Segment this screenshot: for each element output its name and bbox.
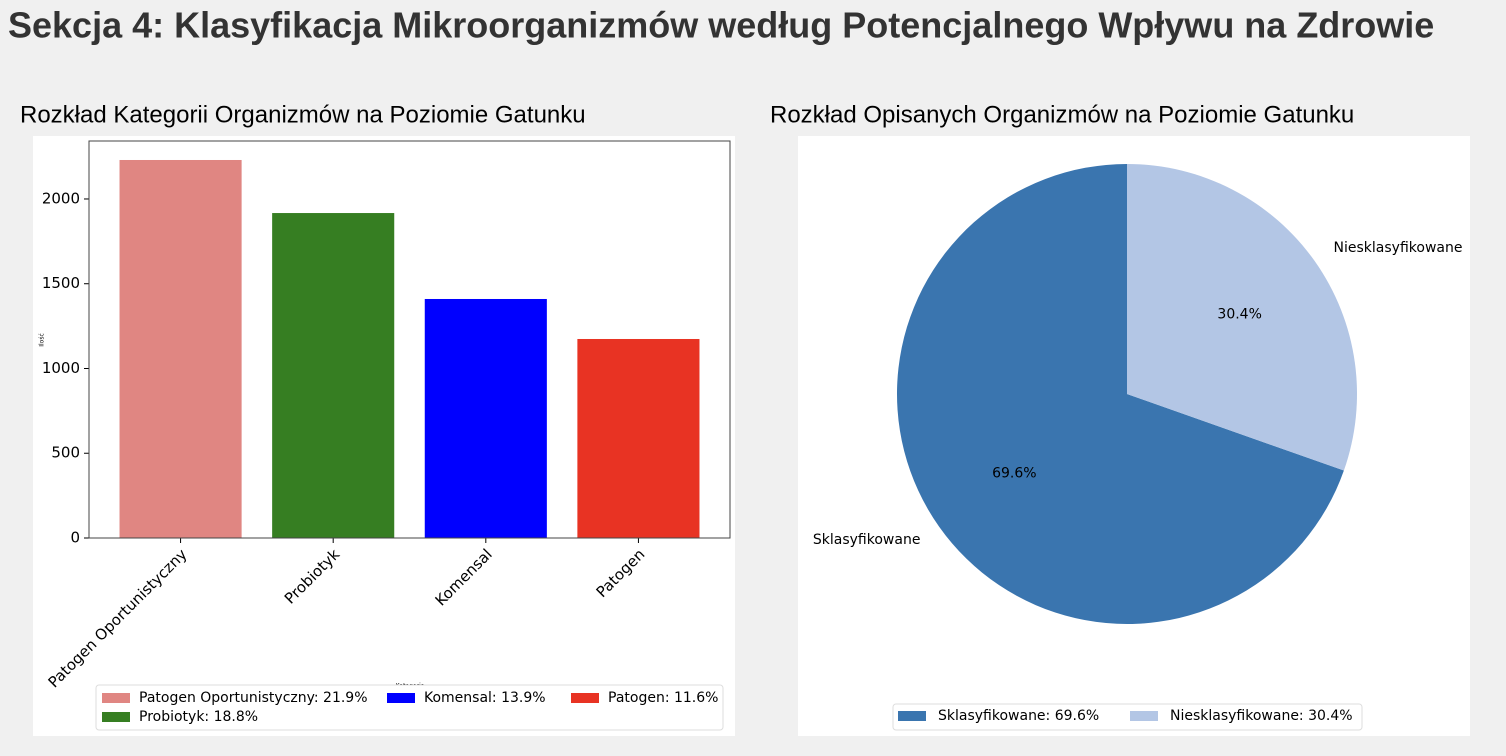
legend bbox=[95, 684, 724, 731]
pie-slice bbox=[1127, 164, 1357, 471]
bar bbox=[424, 298, 547, 538]
slice-value-label: 30.4% bbox=[1217, 306, 1261, 322]
legend-label: Niesklasyfikowane: 30.4% bbox=[1170, 708, 1353, 724]
y-tick-label: 0 bbox=[70, 529, 80, 547]
legend-label: Patogen Oportunistyczny: 21.9% bbox=[139, 690, 368, 706]
legend-label: Probiotyk: 18.8% bbox=[139, 709, 258, 725]
legend-swatch bbox=[102, 693, 130, 703]
y-axis-label: Ilość bbox=[39, 333, 46, 347]
slice-label: Niesklasyfikowane bbox=[1334, 240, 1463, 256]
legend-swatch bbox=[102, 712, 130, 722]
legend-swatch bbox=[1130, 711, 1158, 721]
bar bbox=[577, 338, 700, 538]
y-tick-label: 1000 bbox=[42, 359, 80, 377]
plot-frame bbox=[88, 140, 731, 539]
y-tick-label: 1500 bbox=[42, 274, 80, 292]
pie-slice bbox=[897, 164, 1344, 624]
legend-swatch bbox=[387, 693, 415, 703]
legend-label: Komensal: 13.9% bbox=[424, 690, 546, 706]
page-title: Sekcja 4: Klasyfikacja Mikroorganizmów w… bbox=[8, 5, 1434, 46]
bar bbox=[119, 159, 242, 539]
legend-swatch bbox=[898, 711, 926, 721]
slice-label: Sklasyfikowane bbox=[813, 532, 921, 548]
y-tick-label: 2000 bbox=[42, 189, 80, 207]
legend bbox=[892, 703, 1363, 731]
y-tick-label: 500 bbox=[51, 444, 80, 462]
legend-label: Sklasyfikowane: 69.6% bbox=[938, 708, 1099, 724]
chart-title: Rozkład Opisanych Organizmów na Poziomie… bbox=[770, 101, 1354, 128]
slice-value-label: 69.6% bbox=[992, 466, 1036, 482]
chart-title: Rozkład Kategorii Organizmów na Poziomie… bbox=[20, 101, 586, 128]
legend-label: Patogen: 11.6% bbox=[608, 690, 718, 706]
bar bbox=[272, 213, 395, 538]
legend-swatch bbox=[571, 693, 599, 703]
